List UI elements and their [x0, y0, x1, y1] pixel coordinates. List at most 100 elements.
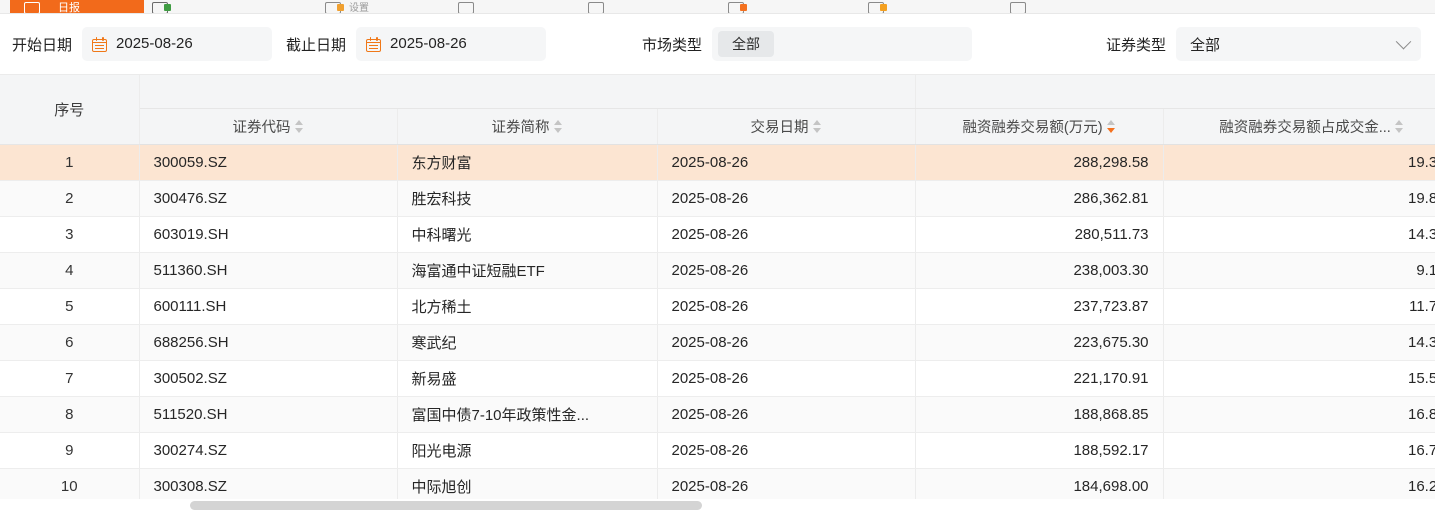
- cell-index: 7: [0, 360, 140, 397]
- toolbar-item-settings[interactable]: 设置: [325, 0, 445, 14]
- cell-pct: 16.20: [1163, 468, 1435, 505]
- toolbar-item-favorite[interactable]: [588, 0, 678, 13]
- cell-name: 胜宏科技: [397, 180, 658, 217]
- table-row[interactable]: 4 511360.SH 海富通中证短融ETF 2025-08-26 238,003.30…: [0, 252, 1435, 289]
- sort-toggle-date[interactable]: [812, 119, 822, 134]
- toolbar-item-active[interactable]: 日报: [10, 0, 144, 14]
- cell-code: 300274.SZ: [139, 432, 398, 469]
- alert-badge-icon: [740, 4, 747, 11]
- column-header-date[interactable]: 交易日期: [657, 108, 916, 145]
- market-type-filter: 市场类型 全部: [642, 27, 973, 61]
- help-badge-icon: [880, 4, 887, 11]
- start-date-value: 2025-08-26: [116, 35, 193, 52]
- column-header-pct[interactable]: 融资融券交易额占成交金...: [1163, 108, 1435, 145]
- cell-name: 东方财富: [397, 144, 658, 181]
- sort-toggle-code[interactable]: [294, 119, 304, 134]
- cell-index: 5: [0, 288, 140, 325]
- cell-pct: 15.55: [1163, 360, 1435, 397]
- cell-date: 2025-08-26: [657, 396, 916, 433]
- toolbar-item-settings-label: 设置: [349, 3, 369, 14]
- cell-amount: 223,675.30: [915, 324, 1164, 361]
- sort-toggle-pct[interactable]: [1394, 119, 1404, 134]
- cell-amount: 280,511.73: [915, 216, 1164, 253]
- start-date-input[interactable]: 2025-08-26: [82, 27, 273, 61]
- export-badge-icon: [164, 4, 171, 11]
- end-date-filter: 截止日期 2025-08-26: [286, 27, 547, 61]
- cell-code: 300502.SZ: [139, 360, 398, 397]
- horizontal-scrollbar[interactable]: [0, 499, 1435, 511]
- cell-index: 2: [0, 180, 140, 217]
- sort-toggle-name[interactable]: [553, 119, 563, 134]
- column-header-date-label: 交易日期: [750, 119, 809, 136]
- table-body: 1300059.SZ东方财富2025-08-26288,298.5819.312…: [0, 144, 1435, 505]
- cell-date: 2025-08-26: [657, 144, 916, 181]
- cell-index: 10: [0, 468, 140, 505]
- end-date-input[interactable]: 2025-08-26: [356, 27, 547, 61]
- cell-name: 阳光电源: [397, 432, 658, 469]
- cell-amount: 237,723.87: [915, 288, 1164, 325]
- chevron-down-icon: [1395, 33, 1412, 49]
- cell-amount: 184,698.00: [915, 468, 1164, 505]
- favorite-icon: [588, 2, 604, 13]
- column-header-name-label: 证券简称: [491, 119, 550, 136]
- table-row[interactable]: 8 511520.SH 富国中债7-10年政策性金... 2025-08-26 188,…: [0, 396, 1435, 433]
- cell-amount: 188,868.85: [915, 396, 1164, 433]
- cell-index: 1: [0, 144, 140, 181]
- header-group-basic: [139, 75, 916, 109]
- cell-index: 3: [0, 216, 140, 253]
- cell-index: 9: [0, 432, 140, 469]
- cell-pct: 9.15: [1163, 252, 1435, 289]
- start-date-filter: 开始日期 2025-08-26: [12, 27, 273, 61]
- cell-amount: 288,298.58: [915, 144, 1164, 181]
- cell-pct: 19.81: [1163, 180, 1435, 217]
- cell-date: 2025-08-26: [657, 180, 916, 217]
- cell-code: 688256.SH: [139, 324, 398, 361]
- cell-index: 4: [0, 252, 140, 289]
- column-header-amount-label: 融资融券交易额(万元): [962, 119, 1103, 136]
- cell-pct: 16.84: [1163, 396, 1435, 433]
- security-type-filter: 证券类型 全部: [1106, 27, 1421, 61]
- toolbar-item-alert[interactable]: [728, 0, 838, 13]
- toolbar-item-export[interactable]: [152, 0, 272, 13]
- column-header-pct-label: 融资融券交易额占成交金...: [1219, 119, 1391, 136]
- table-header-row: 证券代码 证券简称 交易日期: [0, 108, 1435, 145]
- horizontal-scrollbar-thumb[interactable]: [190, 501, 702, 510]
- cell-pct: 14.34: [1163, 216, 1435, 253]
- toolbar-item-filter[interactable]: [458, 0, 548, 13]
- security-type-label: 证券类型: [1105, 36, 1166, 54]
- cell-amount: 238,003.30: [915, 252, 1164, 289]
- cell-name: 寒武纪: [397, 324, 658, 361]
- cell-code: 511520.SH: [139, 396, 398, 433]
- cell-date: 2025-08-26: [657, 216, 916, 253]
- toolbar-item-more[interactable]: [1010, 0, 1100, 13]
- cell-date: 2025-08-26: [657, 432, 916, 469]
- calendar-icon: [366, 36, 382, 52]
- market-type-option-all[interactable]: 全部: [718, 31, 775, 57]
- cell-code: 600111.SH: [139, 288, 398, 325]
- column-header-code[interactable]: 证券代码: [139, 108, 398, 145]
- cell-amount: 188,592.17: [915, 432, 1164, 469]
- security-type-select[interactable]: 全部: [1176, 27, 1421, 61]
- toolbar-item-active-label: 日报: [58, 2, 80, 14]
- header-group-metrics: [915, 75, 1435, 109]
- cell-name: 新易盛: [397, 360, 658, 397]
- report-icon: [24, 2, 40, 13]
- filter-bar: 开始日期 2025-08-26 截止日期 2025-08-26 市场类型 全部: [0, 14, 1435, 74]
- table-header: 序号 证券代码 证券简称: [0, 75, 1435, 145]
- sort-toggle-amount[interactable]: [1106, 119, 1116, 134]
- cell-pct: 14.30: [1163, 324, 1435, 361]
- column-header-amount[interactable]: 融资融券交易额(万元): [915, 108, 1164, 145]
- column-header-name[interactable]: 证券简称: [397, 108, 658, 145]
- cell-name: 北方稀土: [397, 288, 658, 325]
- table-header-group-row: 序号: [0, 75, 1435, 145]
- more-icon: [1010, 2, 1026, 13]
- toolbar-item-help[interactable]: [868, 0, 978, 13]
